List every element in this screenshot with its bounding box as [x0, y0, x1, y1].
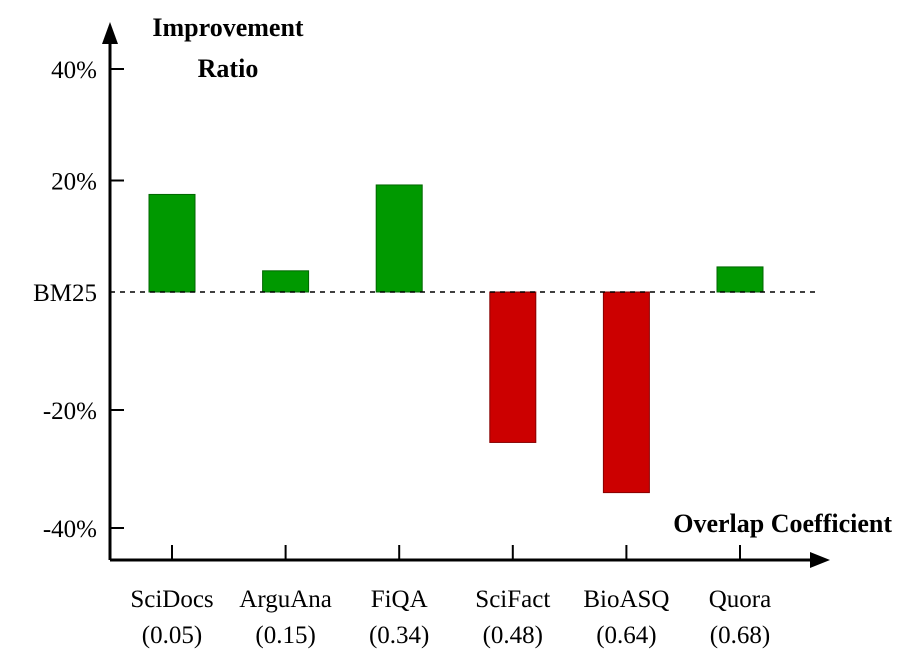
x-axis-title: Overlap Coefficient: [673, 509, 892, 538]
bar-bioasq: [602, 291, 650, 494]
bar-quora: [716, 266, 764, 293]
y-tick-label: 40%: [51, 57, 97, 84]
y-tick-label: BM25: [33, 280, 97, 307]
y-axis-title-line-2: Ratio: [198, 54, 259, 83]
x-tick-label-coefficient: (0.64): [596, 622, 656, 649]
x-tick-label-dataset: ArguAna: [239, 586, 332, 613]
x-tick-label-coefficient: (0.48): [483, 622, 543, 649]
x-axis-arrowhead: [810, 552, 830, 568]
x-tick-label-dataset: Quora: [709, 586, 771, 613]
y-axis-title-line-1: Improvement: [152, 13, 304, 42]
x-tick-label-dataset: SciDocs: [130, 586, 213, 613]
bar-arguana: [262, 270, 310, 293]
x-tick-label-coefficient: (0.34): [369, 622, 429, 649]
y-tick-label: 20%: [51, 169, 97, 196]
x-tick-labels-layer: SciDocs (0.05) ArguAna (0.15) FiQA (0.34) SciF…: [130, 545, 771, 649]
bars-layer: [148, 184, 764, 494]
bar-scidocs: [148, 193, 196, 293]
bar-scifact: [489, 291, 537, 443]
y-tick-label: -20%: [43, 398, 97, 425]
x-tick-label-dataset: BioASQ: [583, 586, 669, 613]
x-tick-label-coefficient: (0.05): [142, 622, 202, 649]
y-tick-label: -40%: [43, 516, 97, 543]
x-tick-label-dataset: SciFact: [475, 586, 550, 613]
x-tick-label-dataset: FiQA: [371, 586, 428, 613]
y-ticks-layer: 40% 20% BM25 -20% -40%: [33, 57, 124, 543]
y-axis-arrowhead: [102, 22, 118, 44]
bar-fiqa: [375, 184, 423, 293]
x-tick-label-coefficient: (0.68): [710, 622, 770, 649]
x-tick-label-coefficient: (0.15): [255, 622, 315, 649]
axes-layer: [102, 22, 830, 568]
